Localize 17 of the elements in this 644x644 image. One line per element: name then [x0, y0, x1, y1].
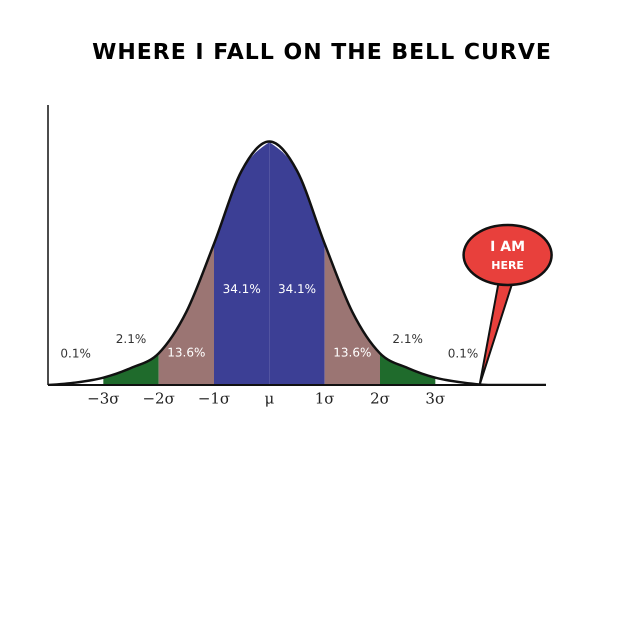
- annotation: 2.1%: [392, 332, 423, 346]
- x-tick-label: 2σ: [370, 390, 390, 408]
- chart-title: WHERE I FALL ON THE BELL CURVE: [91, 40, 553, 65]
- x-tick-label: −1σ: [198, 390, 230, 408]
- x-tick-label: μ: [264, 390, 274, 408]
- annotation: 0.1%: [448, 346, 478, 361]
- x-tick-label: −2σ: [142, 390, 175, 408]
- x-tick-label: 1σ: [314, 390, 335, 408]
- annotation: 13.6%: [167, 345, 206, 360]
- annotation: 13.6%: [333, 345, 372, 360]
- annotation: 34.1%: [222, 282, 261, 296]
- x-tick-label: −3σ: [87, 390, 120, 408]
- x-tick-label: 3σ: [425, 390, 446, 408]
- annotation: 34.1%: [278, 282, 316, 296]
- annotation: 0.1%: [60, 346, 91, 361]
- annotation: 2.1%: [116, 332, 146, 346]
- annotation: I AM HERE: [490, 239, 526, 272]
